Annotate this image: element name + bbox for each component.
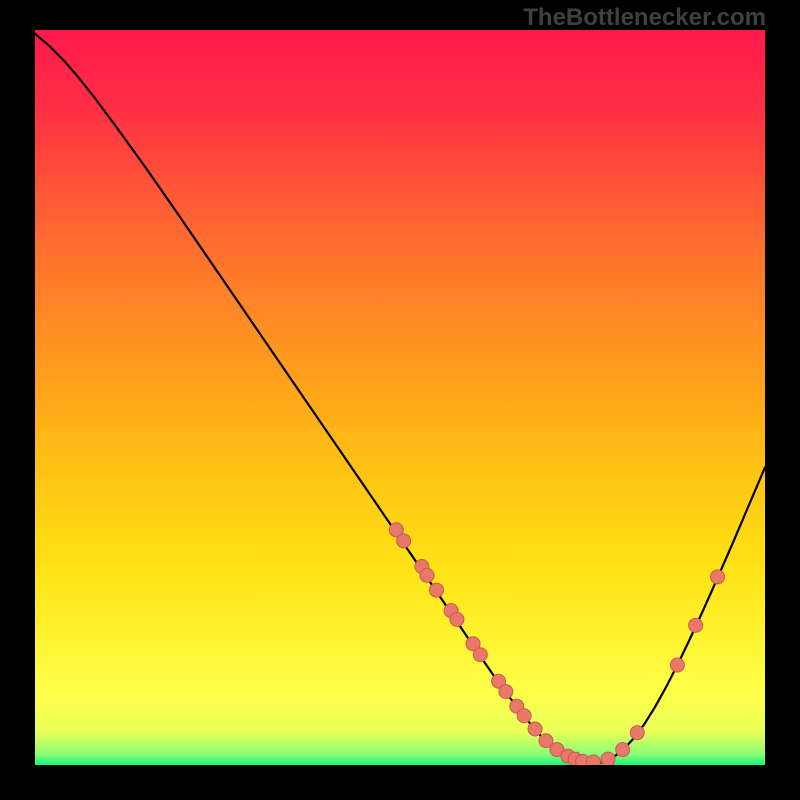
data-marker <box>586 755 600 765</box>
data-marker <box>616 743 630 757</box>
data-marker <box>397 534 411 548</box>
data-marker <box>430 583 444 597</box>
chart-stage: TheBottlenecker.com <box>0 0 800 800</box>
plot-area <box>35 30 765 765</box>
data-marker <box>517 709 531 723</box>
data-marker <box>420 568 434 582</box>
data-marker <box>601 752 615 765</box>
data-marker <box>473 648 487 662</box>
data-marker <box>670 658 684 672</box>
data-marker <box>689 618 703 632</box>
data-marker <box>630 726 644 740</box>
data-marker <box>499 685 513 699</box>
chart-svg <box>35 30 765 765</box>
data-marker <box>528 722 542 736</box>
data-marker <box>711 570 725 584</box>
data-marker <box>450 612 464 626</box>
watermark-text: TheBottlenecker.com <box>523 4 766 32</box>
gradient-background <box>35 30 765 765</box>
